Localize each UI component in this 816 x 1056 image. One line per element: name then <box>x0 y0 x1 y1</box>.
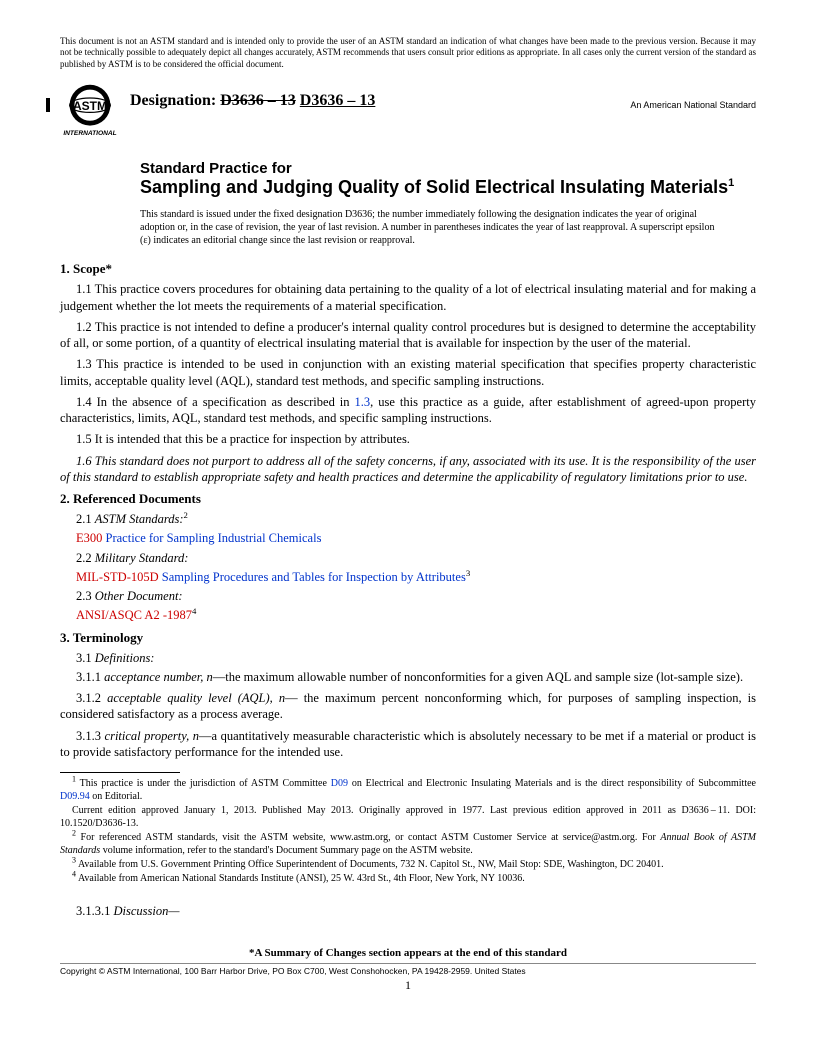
footnote-rule <box>60 772 180 773</box>
para-1-3: 1.3 This practice is intended to be used… <box>60 356 756 389</box>
footnote-1: 1 This practice is under the jurisdictio… <box>60 777 756 803</box>
ref-mil: MIL-STD-105D Sampling Procedures and Tab… <box>76 569 756 585</box>
copyright-line: Copyright © ASTM International, 100 Barr… <box>60 963 756 976</box>
link-1-3[interactable]: 1.3 <box>355 395 371 409</box>
para-3-1-1: 3.1.1 acceptance number, n—the maximum a… <box>60 669 756 685</box>
para-1-4: 1.4 In the absence of a specification as… <box>60 394 756 427</box>
top-disclaimer: This document is not an ASTM standard an… <box>60 36 756 70</box>
para-2-3: 2.3 Other Document: <box>76 588 756 604</box>
summary-changes-note: *A Summary of Changes section appears at… <box>60 947 756 959</box>
link-mil-std[interactable]: MIL-STD-105D <box>76 570 159 584</box>
svg-text:INTERNATIONAL: INTERNATIONAL <box>63 130 116 137</box>
ans-label: An American National Standard <box>630 100 756 110</box>
para-1-5: 1.5 It is intended that this be a practi… <box>60 431 756 447</box>
issuance-note: This standard is issued under the fixed … <box>140 208 716 247</box>
page-number: 1 <box>60 978 756 993</box>
footnote-2: 2 For referenced ASTM standards, visit t… <box>60 831 756 857</box>
para-1-2: 1.2 This practice is not intended to def… <box>60 319 756 352</box>
footnote-3: 3 Available from U.S. Government Printin… <box>60 858 756 871</box>
link-e300[interactable]: E300 <box>76 531 102 545</box>
para-3-1-2: 3.1.2 acceptable quality level (AQL), n—… <box>60 690 756 723</box>
section-1-head: 1. Scope* <box>60 261 756 277</box>
section-2-head: 2. Referenced Documents <box>60 491 756 507</box>
title-main: Sampling and Judging Quality of Solid El… <box>140 177 756 199</box>
ref-e300: E300 Practice for Sampling Industrial Ch… <box>76 530 756 546</box>
designation: Designation: D3636 – 13 D3636 – 13 <box>130 92 375 110</box>
para-3-1-3: 3.1.3 critical property, n—a quantitativ… <box>60 728 756 761</box>
designation-label: Designation: <box>130 92 220 109</box>
link-ansi-asqc[interactable]: ANSI/ASQC A2 -1987 <box>76 608 192 622</box>
astm-logo: ASTM INTERNATIONAL <box>60 80 120 140</box>
designation-old: D3636 – 13 <box>220 92 296 109</box>
para-1-6: 1.6 This standard does not purport to ad… <box>60 453 756 486</box>
title-prefix: Standard Practice for <box>140 160 756 177</box>
footnote-1b: Current edition approved January 1, 2013… <box>60 804 756 830</box>
para-2-1: 2.1 ASTM Standards:2 <box>76 511 756 527</box>
para-3-1: 3.1 Definitions: <box>76 650 756 666</box>
para-2-2: 2.2 Military Standard: <box>76 550 756 566</box>
title-block: Standard Practice for Sampling and Judgi… <box>140 160 756 199</box>
section-3-head: 3. Terminology <box>60 630 756 646</box>
para-1-1: 1.1 This practice covers procedures for … <box>60 281 756 314</box>
revision-bar <box>46 98 50 112</box>
header-row: ASTM INTERNATIONAL Designation: D3636 – … <box>60 80 756 140</box>
para-3-1-3-1: 3.1.3.1 Discussion— <box>60 903 756 919</box>
link-d09[interactable]: D09 <box>331 778 348 789</box>
designation-new: D3636 – 13 <box>300 92 376 109</box>
ref-ansi: ANSI/ASQC A2 -19874 <box>76 607 756 623</box>
link-d09-94[interactable]: D09.94 <box>60 791 90 802</box>
footnote-4: 4 Available from American National Stand… <box>60 872 756 885</box>
